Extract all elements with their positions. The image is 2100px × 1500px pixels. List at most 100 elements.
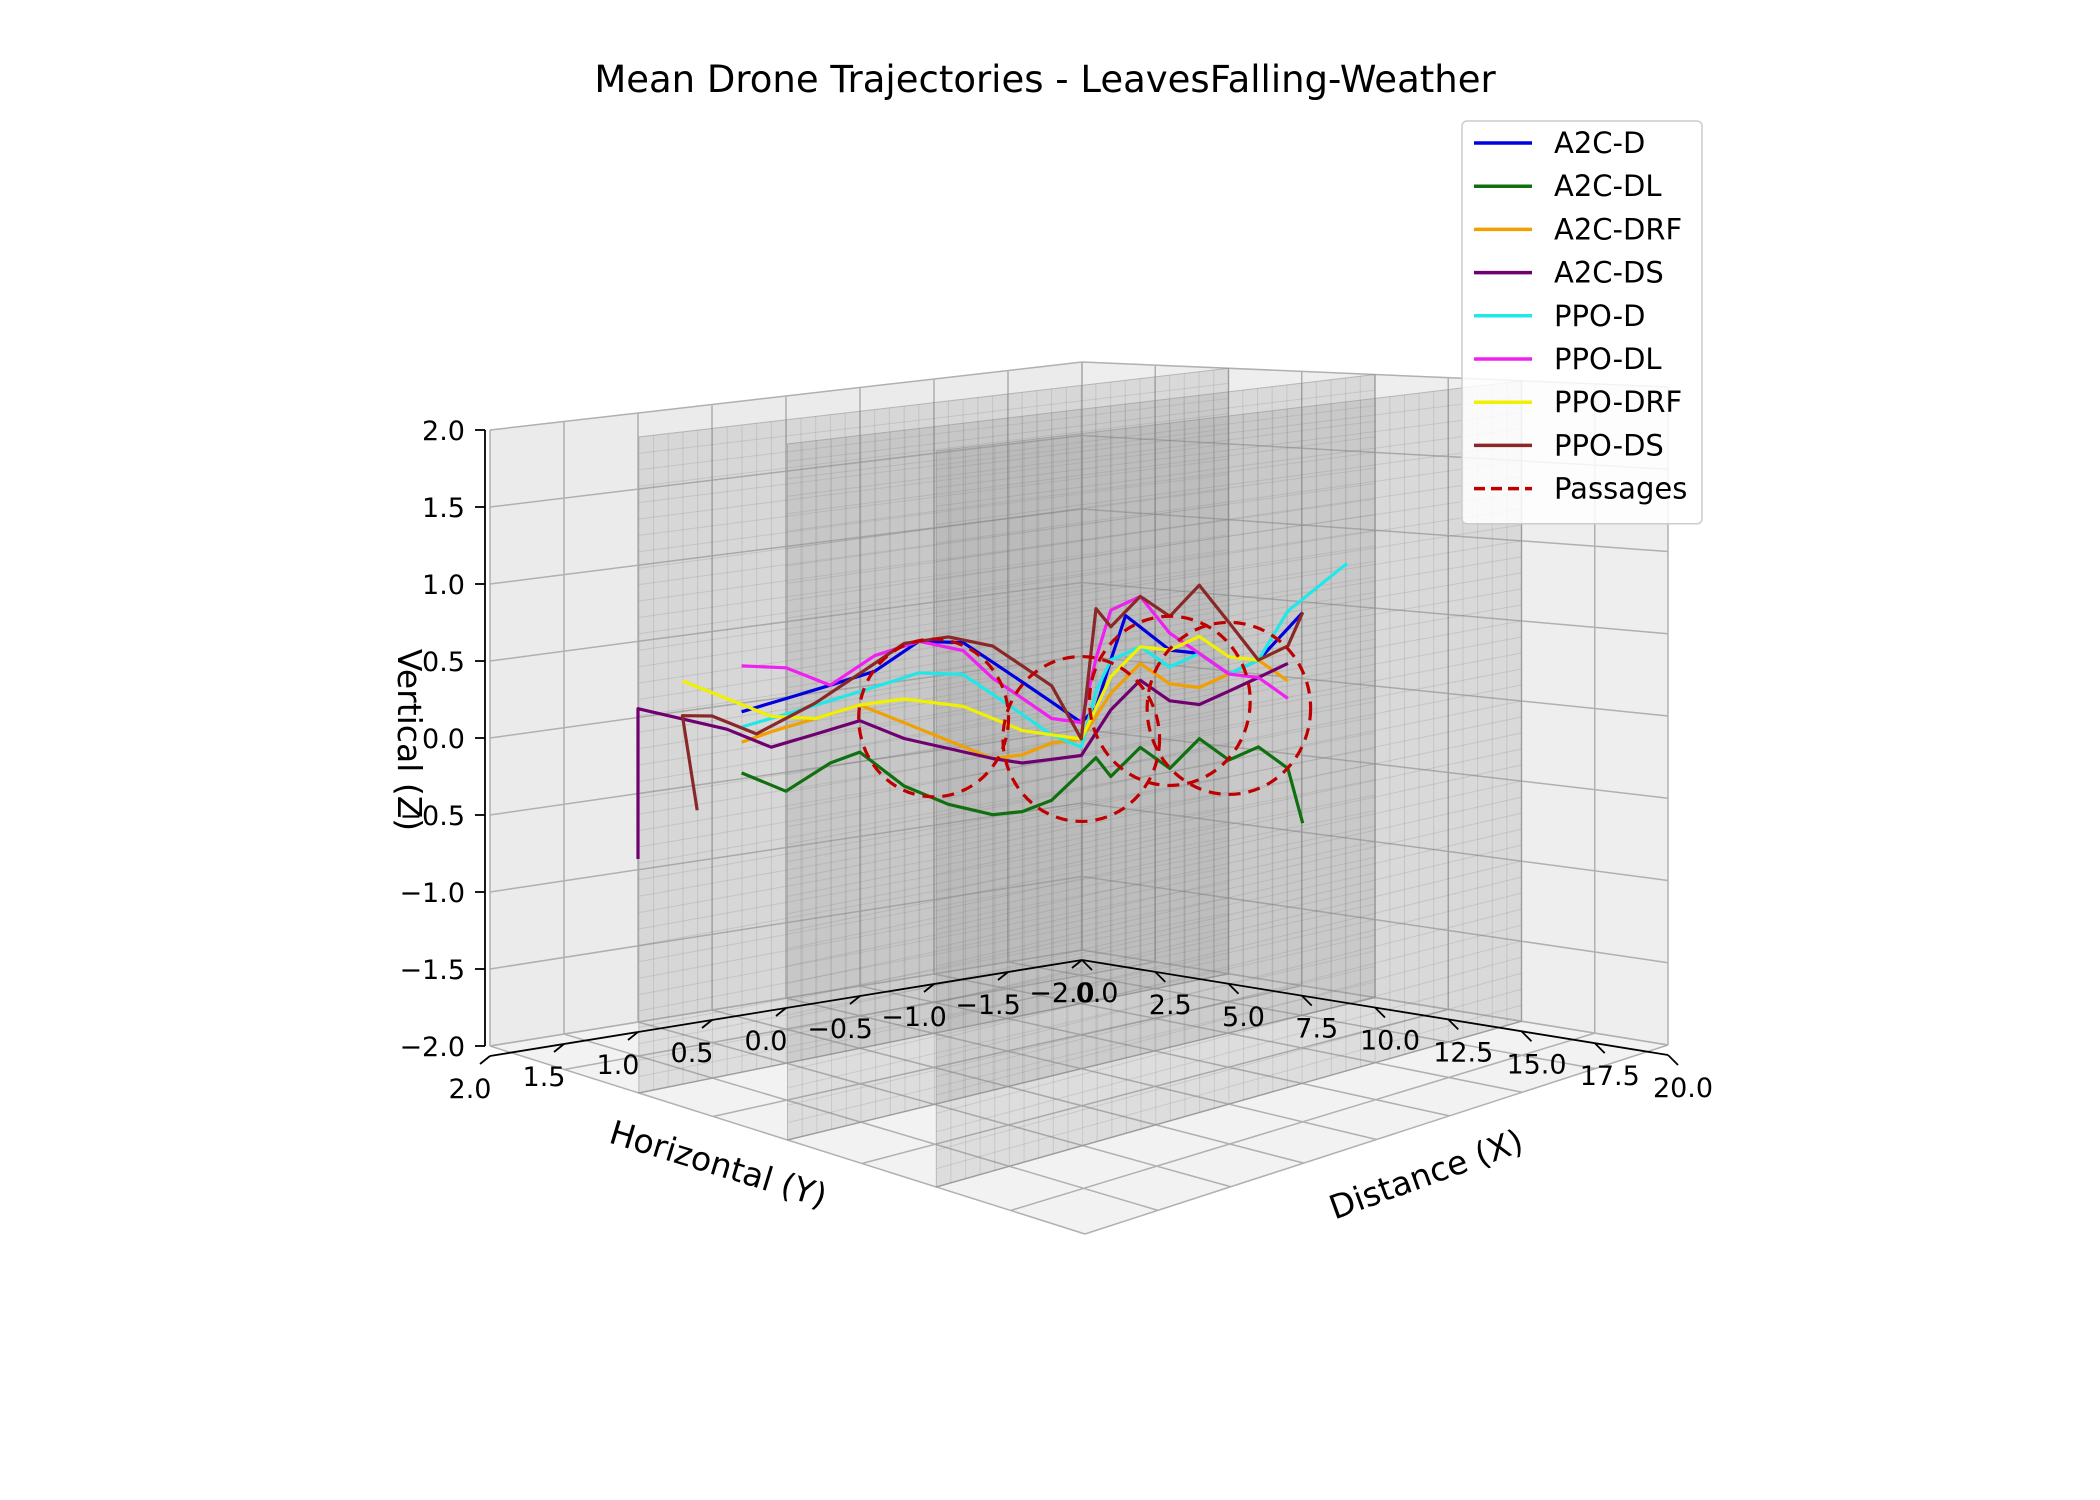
chart-title: Mean Drone Trajectories - LeavesFalling-… — [594, 58, 1496, 101]
wall-plane — [638, 367, 1229, 1094]
wall-mesh-line — [936, 684, 1522, 802]
y-tick — [997, 971, 1009, 981]
wall-mesh-line — [787, 451, 1376, 532]
y-tick-label: 2.0 — [449, 1074, 492, 1105]
y-tick-label: 1.5 — [523, 1062, 566, 1093]
series-line-A2C-DS — [636, 661, 1289, 859]
passage-ring — [1087, 614, 1252, 788]
z-tick-label: −1.0 — [399, 878, 465, 909]
wall-mesh-line — [936, 556, 1522, 654]
z-tick-label: 1.5 — [422, 493, 465, 524]
x-tick-label: 12.5 — [1433, 1037, 1493, 1068]
wall-mesh-line — [936, 652, 1522, 765]
y-tick — [479, 1055, 491, 1065]
wall-mesh-line — [936, 396, 1522, 470]
wall-mesh-line — [787, 825, 1376, 950]
wall-mesh-line — [936, 716, 1522, 838]
z-tick-label: −1.5 — [399, 955, 465, 986]
y-tick-label: −2.0 — [1029, 978, 1095, 1009]
passage-ring — [1001, 654, 1162, 824]
z-tick-label: 1.0 — [422, 570, 465, 601]
tick-labels: −2.0 −1.5 −1.0 −0.5 0.0 0.5 1.0 1.5 2.0 0.0 2.5 5.0… — [399, 416, 1713, 1105]
wall-mesh-line — [787, 778, 1376, 897]
wall-mesh-line — [638, 534, 1229, 618]
wall-mesh-line — [638, 473, 1229, 553]
wall-mesh-line — [787, 483, 1376, 567]
y-tick — [1071, 959, 1083, 969]
x-tick — [1227, 983, 1240, 995]
wall-mesh-line — [787, 887, 1376, 1019]
wall-mesh-line — [936, 460, 1522, 544]
y-tick-label: −1.5 — [955, 990, 1021, 1021]
wall-mesh-line — [638, 852, 1229, 963]
wall-mesh-line — [936, 764, 1522, 894]
wall-mesh-line — [638, 428, 1229, 504]
y-tick — [553, 1043, 565, 1053]
wall-mesh-line — [936, 828, 1522, 967]
wall-mesh-line — [936, 876, 1522, 1022]
wall-mesh-line — [936, 668, 1522, 783]
x-tick-label: 10.0 — [1360, 1026, 1420, 1057]
wall-mesh-line — [787, 529, 1376, 619]
y-tick — [923, 983, 935, 993]
x-tick-label: 5.0 — [1222, 1002, 1265, 1033]
wall-mesh-line — [638, 897, 1229, 1012]
legend: A2C-D A2C-DL A2C-DRF A2C-DS PPO-D PPO-DL PPO-D… — [1461, 120, 1703, 525]
wall-mesh-line — [638, 609, 1229, 700]
wall-mesh-line — [638, 791, 1229, 897]
wall-mesh-line — [787, 732, 1376, 845]
wall-mesh-line — [787, 405, 1376, 480]
x-tick — [1081, 959, 1093, 971]
z-tick-label: −2.0 — [399, 1032, 465, 1063]
legend-label: PPO-DS — [1554, 428, 1664, 462]
wall-mesh-line — [936, 780, 1522, 912]
wall-mesh-line — [936, 892, 1522, 1041]
legend-label: A2C-D — [1554, 126, 1645, 160]
passages-layer — [857, 614, 1313, 824]
wall-mesh-line — [787, 903, 1376, 1037]
wall-mesh-line — [787, 841, 1376, 967]
wall-mesh-line — [638, 398, 1229, 471]
wall-mesh-line — [638, 776, 1229, 881]
side-grid-z — [489, 802, 1083, 893]
z-tick-label: −0.5 — [399, 801, 465, 832]
legend-label: PPO-DRF — [1554, 385, 1682, 419]
wall-mesh-line — [787, 498, 1376, 584]
x-tick-label: 20.0 — [1653, 1073, 1713, 1104]
wall-mesh-line — [936, 444, 1522, 526]
x-tick-label: 17.5 — [1580, 1061, 1640, 1092]
wall-mesh-line — [936, 508, 1522, 599]
side-grid-z — [489, 728, 1083, 816]
side-grid-z — [489, 581, 1083, 662]
x-tick — [1154, 971, 1166, 983]
side-grid-z — [489, 949, 1083, 1047]
wall-mesh-line — [638, 670, 1229, 766]
x-tick-label: 2.5 — [1149, 990, 1192, 1021]
wall-mesh-line — [787, 856, 1376, 984]
z-tick-label: 2.0 — [422, 416, 465, 447]
x-tick — [1447, 1018, 1459, 1031]
y-tick-label: 0.0 — [745, 1026, 788, 1057]
x-tick-label: 7.5 — [1295, 1014, 1338, 1045]
legend-label: A2C-DRF — [1554, 212, 1682, 246]
wall-mesh-line — [638, 761, 1229, 864]
z-axis-label: Vertical (Z) — [390, 649, 429, 831]
x-tick — [1374, 1006, 1386, 1019]
series-line-PPO-DS — [680, 583, 1305, 811]
y-tick — [775, 1007, 787, 1017]
wall-mesh-line — [638, 715, 1229, 815]
wall-mesh-line — [638, 503, 1229, 586]
legend-box — [1461, 120, 1703, 525]
side-grid-z — [489, 508, 1083, 585]
wall-mesh-line — [936, 428, 1522, 507]
passage-ring — [1145, 620, 1313, 797]
x-tick-label: 15.0 — [1506, 1049, 1566, 1080]
x-tick-label: 0.0 — [1076, 978, 1119, 1009]
passage-ring — [857, 637, 1011, 799]
wall-mesh-line — [936, 924, 1522, 1078]
floor-pane — [490, 950, 1668, 1234]
z-tick-label: 0.0 — [422, 724, 465, 755]
wall-mesh-line — [638, 912, 1229, 1028]
wall-mesh-line — [787, 607, 1376, 706]
wall-mesh-line — [638, 458, 1229, 536]
